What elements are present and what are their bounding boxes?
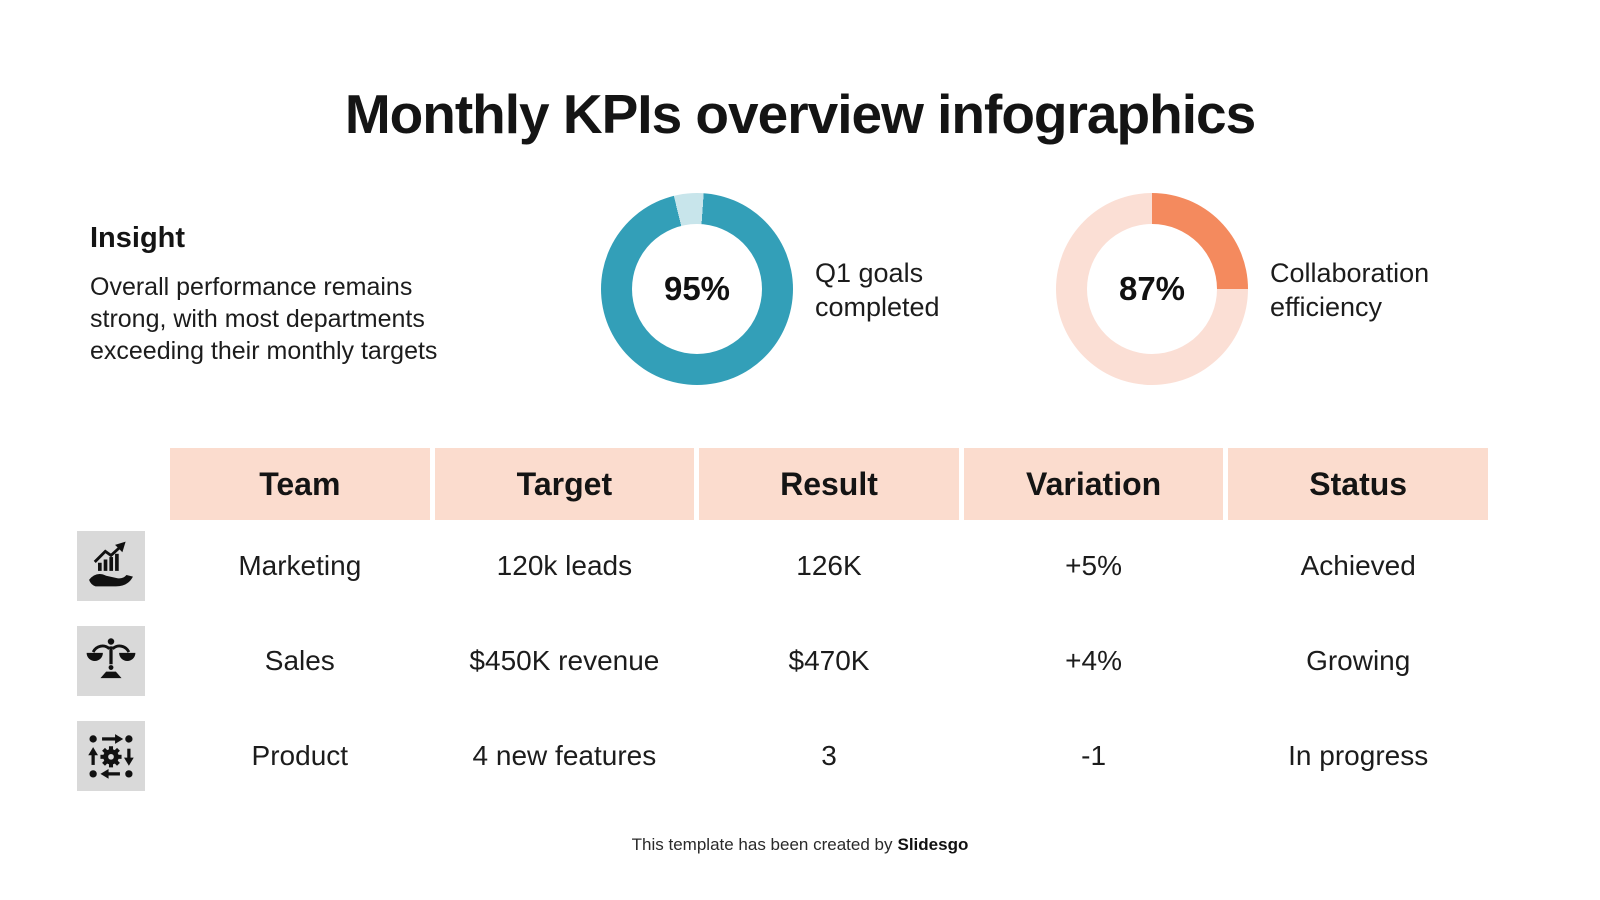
insight-body-line: strong, with most departments	[90, 305, 425, 333]
insight-heading: Insight	[90, 222, 186, 254]
table-cell: 4 new features	[472, 740, 657, 771]
table-cell: $470K	[788, 645, 870, 676]
table-cell: $450K revenue	[469, 645, 660, 676]
donut-percent-label: 87%	[1118, 270, 1186, 307]
donut-chart-collaboration: 87%	[1056, 193, 1248, 385]
page-title: Monthly KPIs overview infographics	[344, 83, 1256, 145]
table-cell: Product	[251, 740, 349, 771]
table-cell: 126K	[796, 550, 862, 581]
table-row: Product 4 new features 3 -1 In progress	[170, 721, 1488, 791]
column-header-team: Team	[170, 448, 430, 520]
donut-caption: Q1 goals completed	[815, 258, 940, 322]
insight-body-line: Overall performance remains	[90, 273, 413, 301]
footer-text: This template has been created by	[631, 835, 893, 854]
donut-chart-q1-goals: 95%	[601, 193, 793, 385]
balance-scale-icon	[77, 626, 145, 696]
donut-center: 87%	[1087, 224, 1217, 354]
column-header-target: Target	[434, 448, 695, 520]
table-cell: 120k leads	[496, 550, 633, 581]
donut-percent-label: 95%	[663, 270, 731, 307]
footer-credit: This template has been created by Slidesg…	[0, 835, 1600, 855]
table-row: Sales $450K revenue $470K +4% Growing	[170, 626, 1488, 696]
kpi-table: Team Target Result Variation Status Mark…	[170, 448, 1488, 791]
table-cell: +5%	[1065, 550, 1122, 581]
column-header-variation: Variation	[963, 448, 1224, 520]
insight-body-line: exceeding their monthly targets	[90, 337, 438, 365]
donut-caption: Collaboration efficiency	[1270, 258, 1430, 322]
table-cell: +4%	[1065, 645, 1122, 676]
table-cell: Growing	[1306, 645, 1411, 676]
table-row: Marketing 120k leads 126K +5% Achieved	[170, 531, 1488, 601]
table-cell: Marketing	[238, 550, 362, 581]
column-header-result: Result	[699, 448, 959, 520]
table-cell: Achieved	[1300, 550, 1416, 581]
table-cell: Sales	[264, 645, 335, 676]
footer-brand: Slidesgo	[897, 835, 969, 854]
insight-section: Insight Overall performance remains stro…	[90, 222, 560, 367]
table-header-row: Team Target Result Variation Status	[170, 448, 1488, 520]
column-header-status: Status	[1228, 448, 1488, 520]
table-cell: In progress	[1288, 740, 1429, 771]
table-cell: -1	[1081, 740, 1107, 771]
table-cell: 3	[821, 740, 837, 771]
growth-chart-hand-icon	[77, 531, 145, 601]
donut-center: 95%	[632, 224, 762, 354]
process-gear-icon	[77, 721, 145, 791]
